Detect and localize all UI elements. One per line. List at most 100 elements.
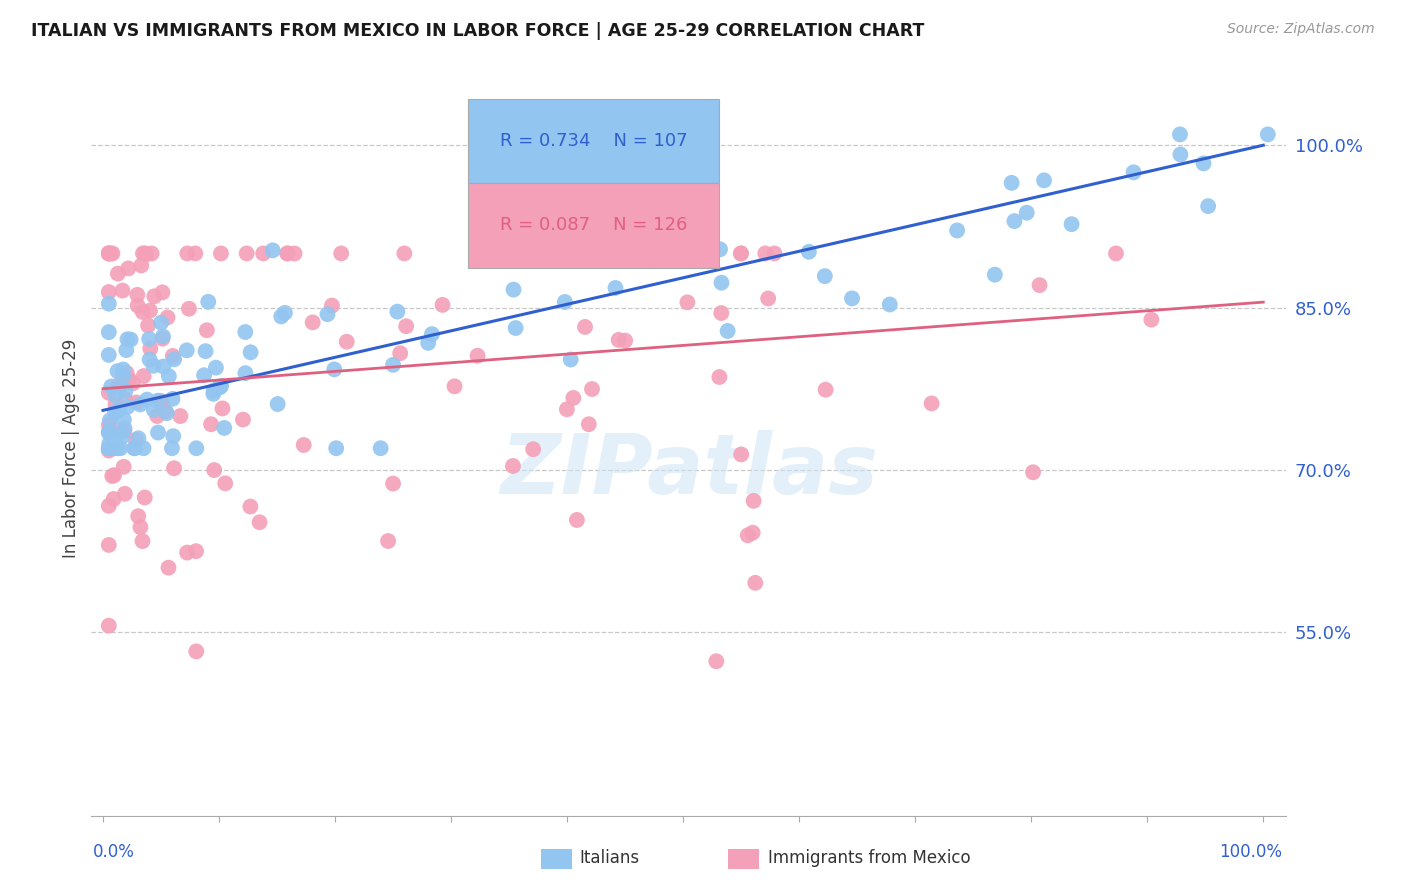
Point bbox=[125, 395, 148, 409]
Point bbox=[741, 525, 763, 540]
Point bbox=[567, 246, 589, 260]
Point bbox=[129, 520, 152, 534]
Point bbox=[132, 369, 155, 384]
Point bbox=[1140, 312, 1163, 326]
Point bbox=[1060, 217, 1083, 231]
Point bbox=[139, 342, 162, 356]
Point bbox=[560, 352, 582, 367]
Point bbox=[117, 400, 139, 414]
Point bbox=[146, 393, 169, 408]
Point bbox=[100, 379, 122, 393]
Point bbox=[382, 358, 405, 372]
Point bbox=[672, 246, 695, 260]
Point bbox=[112, 369, 135, 384]
Point bbox=[97, 442, 120, 455]
Point bbox=[193, 368, 215, 383]
Point bbox=[103, 491, 125, 506]
Point bbox=[112, 459, 135, 474]
Point bbox=[107, 427, 129, 442]
Point bbox=[194, 344, 217, 359]
Point bbox=[146, 409, 169, 423]
FancyBboxPatch shape bbox=[468, 184, 718, 268]
Point bbox=[502, 283, 524, 297]
Point bbox=[1015, 205, 1038, 219]
Point bbox=[108, 377, 131, 392]
Point bbox=[124, 433, 146, 447]
Point bbox=[235, 366, 257, 380]
Point bbox=[214, 421, 236, 435]
Point bbox=[97, 285, 120, 299]
Point bbox=[211, 401, 233, 416]
Point bbox=[574, 319, 596, 334]
Point bbox=[323, 362, 346, 376]
Point bbox=[100, 421, 122, 435]
Point bbox=[97, 348, 120, 362]
Point bbox=[554, 295, 576, 310]
FancyBboxPatch shape bbox=[468, 99, 718, 184]
Point bbox=[122, 442, 145, 455]
Point bbox=[186, 644, 208, 658]
Point bbox=[114, 392, 136, 407]
Point bbox=[104, 389, 127, 403]
Point bbox=[239, 345, 262, 359]
Point bbox=[554, 246, 576, 260]
Point bbox=[1192, 156, 1215, 170]
Point bbox=[111, 284, 134, 298]
Point bbox=[115, 343, 138, 357]
Point bbox=[121, 376, 143, 391]
Point bbox=[841, 292, 863, 306]
Point bbox=[418, 335, 440, 350]
Point bbox=[1105, 246, 1128, 260]
Point bbox=[97, 246, 120, 260]
Point bbox=[134, 491, 156, 505]
Point bbox=[270, 310, 292, 324]
Point bbox=[1022, 465, 1045, 479]
Point bbox=[202, 384, 225, 398]
Point bbox=[101, 246, 124, 260]
Point bbox=[274, 306, 297, 320]
Point bbox=[382, 476, 405, 491]
Point bbox=[103, 442, 125, 455]
Point bbox=[232, 412, 254, 426]
Text: ZIPatlas: ZIPatlas bbox=[501, 430, 877, 511]
Point bbox=[124, 442, 146, 455]
Point bbox=[262, 244, 284, 258]
Point bbox=[585, 252, 607, 266]
Point bbox=[97, 425, 120, 440]
Point bbox=[169, 409, 191, 423]
Point bbox=[239, 500, 262, 514]
Point bbox=[676, 295, 699, 310]
Point bbox=[879, 297, 901, 311]
Point bbox=[131, 305, 153, 319]
Point bbox=[387, 304, 409, 318]
Point bbox=[208, 380, 231, 394]
Point bbox=[141, 246, 163, 260]
Point bbox=[101, 469, 124, 483]
Point bbox=[754, 246, 776, 260]
Point bbox=[1168, 128, 1191, 142]
Point bbox=[98, 436, 121, 450]
Point bbox=[467, 349, 489, 363]
Point bbox=[112, 362, 135, 376]
Point bbox=[814, 269, 837, 284]
Point bbox=[139, 303, 162, 318]
Point bbox=[129, 259, 152, 273]
Point bbox=[136, 392, 159, 407]
Point bbox=[502, 458, 524, 473]
Point bbox=[763, 246, 786, 260]
Point bbox=[186, 442, 208, 455]
Point bbox=[730, 246, 752, 260]
Point bbox=[505, 321, 527, 335]
Point bbox=[129, 397, 152, 411]
Point bbox=[202, 463, 225, 477]
Point bbox=[202, 386, 225, 401]
Point bbox=[797, 244, 820, 259]
Point bbox=[709, 370, 731, 384]
Point bbox=[336, 334, 359, 349]
Text: R = 0.734    N = 107: R = 0.734 N = 107 bbox=[499, 132, 688, 150]
Point bbox=[205, 360, 228, 375]
Point bbox=[114, 487, 136, 501]
Point bbox=[946, 223, 969, 237]
Point bbox=[97, 296, 120, 310]
Point bbox=[157, 369, 180, 384]
